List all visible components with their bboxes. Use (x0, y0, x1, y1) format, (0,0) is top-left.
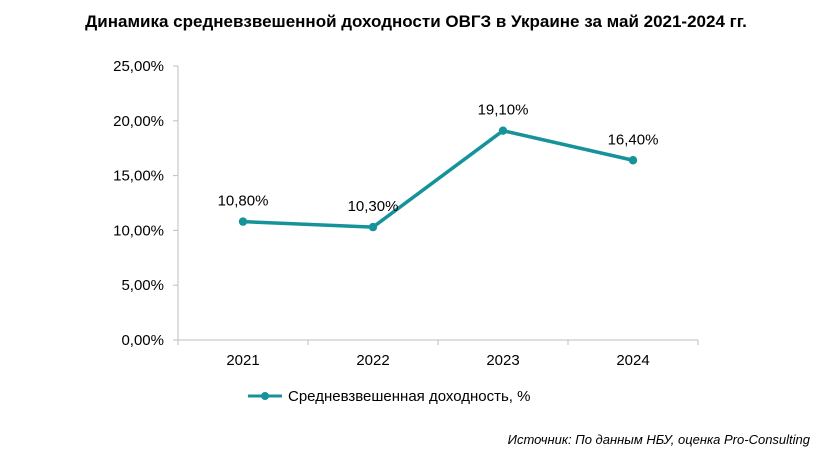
chart-title: Динамика средневзвешенной доходности ОВГ… (85, 12, 747, 31)
y-tick-label: 20,00% (113, 113, 164, 130)
data-label: 10,80% (218, 193, 269, 210)
x-tick-label: 2024 (616, 352, 649, 369)
x-tick-label: 2021 (226, 352, 259, 369)
data-point (368, 222, 378, 232)
data-point (628, 156, 638, 165)
data-point (498, 126, 508, 135)
series-group: 10,80% 10,30% 19,10% 16,40% (218, 102, 659, 232)
data-label: 10,30% (348, 198, 399, 215)
y-tick-label: 15,00% (113, 168, 164, 185)
y-axis: 0,00% 5,00% 10,00% 15,00% 20,00% 25,00% (113, 58, 179, 349)
legend: Средневзвешенная доходность, % (248, 388, 530, 405)
y-tick-label: 25,00% (113, 58, 164, 75)
data-point (238, 217, 248, 226)
legend-label: Средневзвешенная доходность, % (288, 388, 530, 405)
legend-marker (261, 392, 269, 400)
data-label: 16,40% (608, 131, 659, 148)
x-tick-label: 2023 (486, 352, 519, 369)
x-axis: 2021 2022 2023 2024 (177, 339, 699, 369)
source-note: Источник: По данным НБУ, оценка Pro-Cons… (507, 432, 810, 447)
x-tick-label: 2022 (356, 352, 389, 369)
data-label: 19,10% (478, 102, 529, 119)
y-tick-label: 10,00% (113, 222, 164, 239)
y-tick-label: 5,00% (121, 277, 164, 294)
y-tick-label: 0,00% (121, 332, 164, 349)
series-line (241, 128, 635, 229)
